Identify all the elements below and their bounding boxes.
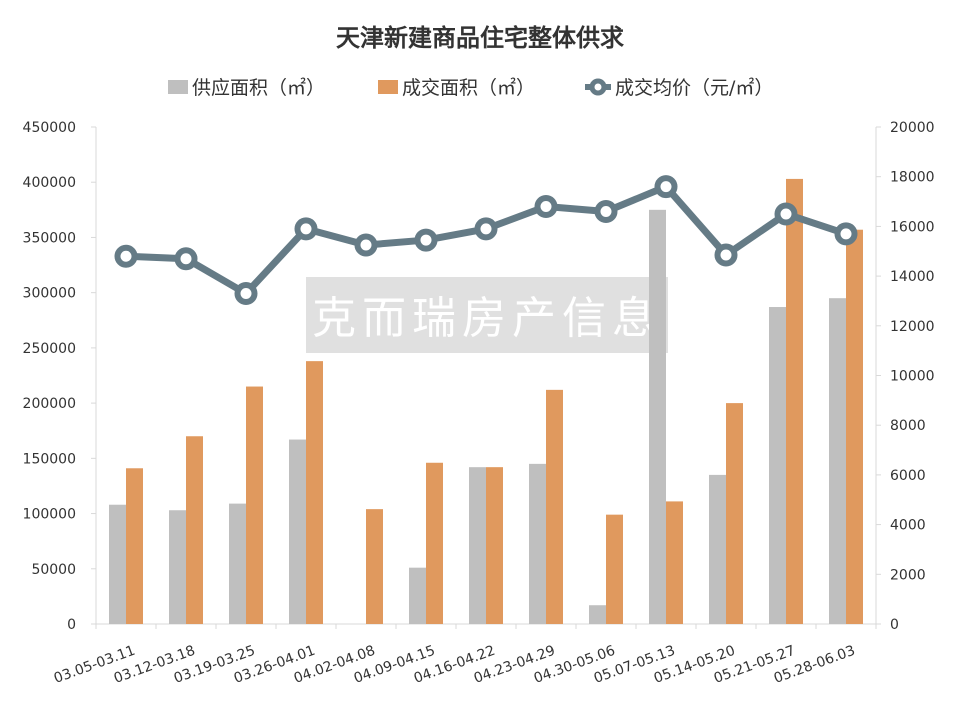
legend-swatch xyxy=(168,80,188,94)
left-tick-label: 200000 xyxy=(23,396,76,412)
price-point xyxy=(414,228,438,252)
right-tick-label: 20000 xyxy=(890,120,935,136)
supply-bar xyxy=(229,503,246,624)
supply-bar xyxy=(589,605,606,624)
supply-bar xyxy=(109,504,126,624)
deal-bar xyxy=(186,436,203,624)
right-tick-label: 18000 xyxy=(890,170,935,186)
price-point xyxy=(774,202,798,226)
supply-bar xyxy=(409,567,426,624)
deal-bar xyxy=(786,178,803,625)
price-point xyxy=(234,281,258,305)
price-point xyxy=(114,244,138,268)
deal-bar xyxy=(606,514,623,624)
price-point xyxy=(594,199,618,223)
price-point xyxy=(294,217,318,241)
price-point xyxy=(174,247,198,271)
supply-bar xyxy=(649,209,666,625)
right-tick-label: 12000 xyxy=(890,319,935,335)
legend-label: 供应面积（㎡） xyxy=(192,76,325,99)
right-tick-label: 0 xyxy=(890,617,899,633)
deal-bar xyxy=(306,361,323,624)
price-point xyxy=(654,175,678,199)
legend-marker xyxy=(589,78,607,96)
watermark-box xyxy=(306,277,668,353)
legend-label: 成交均价（元/㎡） xyxy=(615,76,773,99)
right-tick-label: 6000 xyxy=(890,468,926,484)
deal-bar xyxy=(426,462,443,624)
deal-bar xyxy=(126,468,143,624)
right-tick-label: 10000 xyxy=(890,369,935,385)
left-tick-label: 250000 xyxy=(23,341,76,357)
supply-bar xyxy=(469,467,486,624)
watermark-text: 克而瑞房产信息 xyxy=(312,293,662,344)
legend-label: 成交面积（㎡） xyxy=(402,76,535,99)
deal-bar xyxy=(726,403,743,624)
price-point xyxy=(354,233,378,257)
right-tick-label: 4000 xyxy=(890,518,926,534)
left-tick-label: 350000 xyxy=(23,230,76,246)
deal-bar xyxy=(366,509,383,624)
price-point xyxy=(534,195,558,219)
price-point xyxy=(474,217,498,241)
left-tick-label: 100000 xyxy=(23,507,76,523)
chart-title: 天津新建商品住宅整体供求 xyxy=(336,24,624,52)
deal-bar xyxy=(546,389,563,624)
left-tick-label: 50000 xyxy=(31,562,76,578)
right-tick-label: 2000 xyxy=(890,567,926,583)
supply-bar xyxy=(769,307,786,624)
deal-bar xyxy=(846,229,863,625)
legend-swatch xyxy=(378,80,398,94)
right-tick-label: 16000 xyxy=(890,219,935,235)
supply-bar xyxy=(529,463,546,624)
left-tick-label: 450000 xyxy=(23,120,76,136)
left-tick-label: 150000 xyxy=(23,451,76,467)
supply-bar xyxy=(709,474,726,624)
supply-bar xyxy=(829,298,846,624)
supply-bar xyxy=(169,510,186,624)
deal-bar xyxy=(246,386,263,624)
left-tick-label: 300000 xyxy=(23,286,76,302)
right-tick-label: 8000 xyxy=(890,418,926,434)
legend: 供应面积（㎡） 成交面积（㎡） 成交均价（元/㎡） xyxy=(168,76,773,99)
deal-bar xyxy=(666,501,683,624)
price-point xyxy=(834,222,858,246)
supply-bar xyxy=(289,439,306,624)
price-point xyxy=(714,243,738,267)
plot-area: 0500001000001500002000002500003000003500… xyxy=(23,120,935,687)
left-tick-label: 400000 xyxy=(23,175,76,191)
right-tick-label: 14000 xyxy=(890,269,935,285)
deal-bar xyxy=(486,467,503,624)
left-tick-label: 0 xyxy=(67,617,76,633)
